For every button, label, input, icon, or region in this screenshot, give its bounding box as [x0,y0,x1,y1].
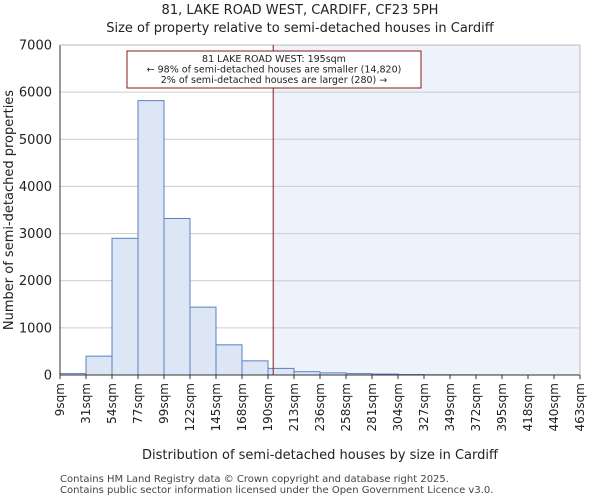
y-axis-label: Number of semi-detached properties [2,90,17,330]
larger-region-highlight [273,45,580,375]
y-tick-label: 3000 [19,227,52,242]
x-tick-label: 213sqm [287,383,301,431]
x-tick-label: 349sqm [443,383,457,431]
histogram-bar [189,306,217,376]
annotation-line: ← 98% of semi-detached houses are smalle… [147,65,402,76]
x-tick-label: 236sqm [313,383,327,431]
x-tick-label: 190sqm [261,383,275,431]
x-tick-label: 54sqm [105,383,119,424]
footer-line-1: Contains HM Land Registry data © Crown c… [60,474,449,485]
annotation-line: 2% of semi-detached houses are larger (2… [161,75,388,86]
y-tick-label: 5000 [19,133,52,148]
chart-subtitle: Size of property relative to semi-detach… [106,21,494,36]
chart-title: 81, LAKE ROAD WEST, CARDIFF, CF23 5PH [161,3,439,18]
y-tick-label: 6000 [19,86,52,101]
x-tick-label: 145sqm [209,383,223,431]
histogram-bar [215,344,243,376]
x-tick-label: 304sqm [391,383,405,431]
x-tick-label: 31sqm [79,383,93,424]
histogram-bar [137,100,165,376]
x-tick-label: 122sqm [183,383,197,431]
x-tick-label: 9sqm [53,383,67,416]
annotation-box [126,50,422,89]
x-tick-label: 281sqm [365,383,379,431]
y-tick-label: 4000 [19,180,52,195]
x-tick-label: 372sqm [469,383,483,431]
histogram-bar [267,367,295,376]
x-tick-label: 258sqm [339,383,353,431]
y-tick-label: 7000 [19,39,52,54]
x-tick-label: 395sqm [495,383,509,431]
histogram-bar [111,237,139,376]
y-tick-label: 0 [44,369,52,384]
x-tick-label: 168sqm [235,383,249,431]
footer-line-2: Contains public sector information licen… [60,485,494,496]
x-tick-label: 440sqm [547,383,561,431]
histogram-bar [241,360,269,376]
x-axis-label: Distribution of semi-detached houses by … [142,448,499,463]
x-tick-label: 463sqm [573,383,587,431]
x-tick-label: 327sqm [417,383,431,431]
x-tick-label: 418sqm [521,383,535,431]
chart: 0 1000 2000 3000 4000 5000 6000 7000 9sqm 31sqm 54… [2,39,587,464]
x-tick-label: 77sqm [131,383,145,424]
y-tick-label: 1000 [19,321,52,336]
histogram-bar [85,355,113,376]
x-tick-label: 99sqm [157,383,171,424]
annotation-line: 81 LAKE ROAD WEST: 195sqm [202,54,346,65]
y-tick-label: 2000 [19,274,52,289]
histogram-bar [163,217,191,376]
